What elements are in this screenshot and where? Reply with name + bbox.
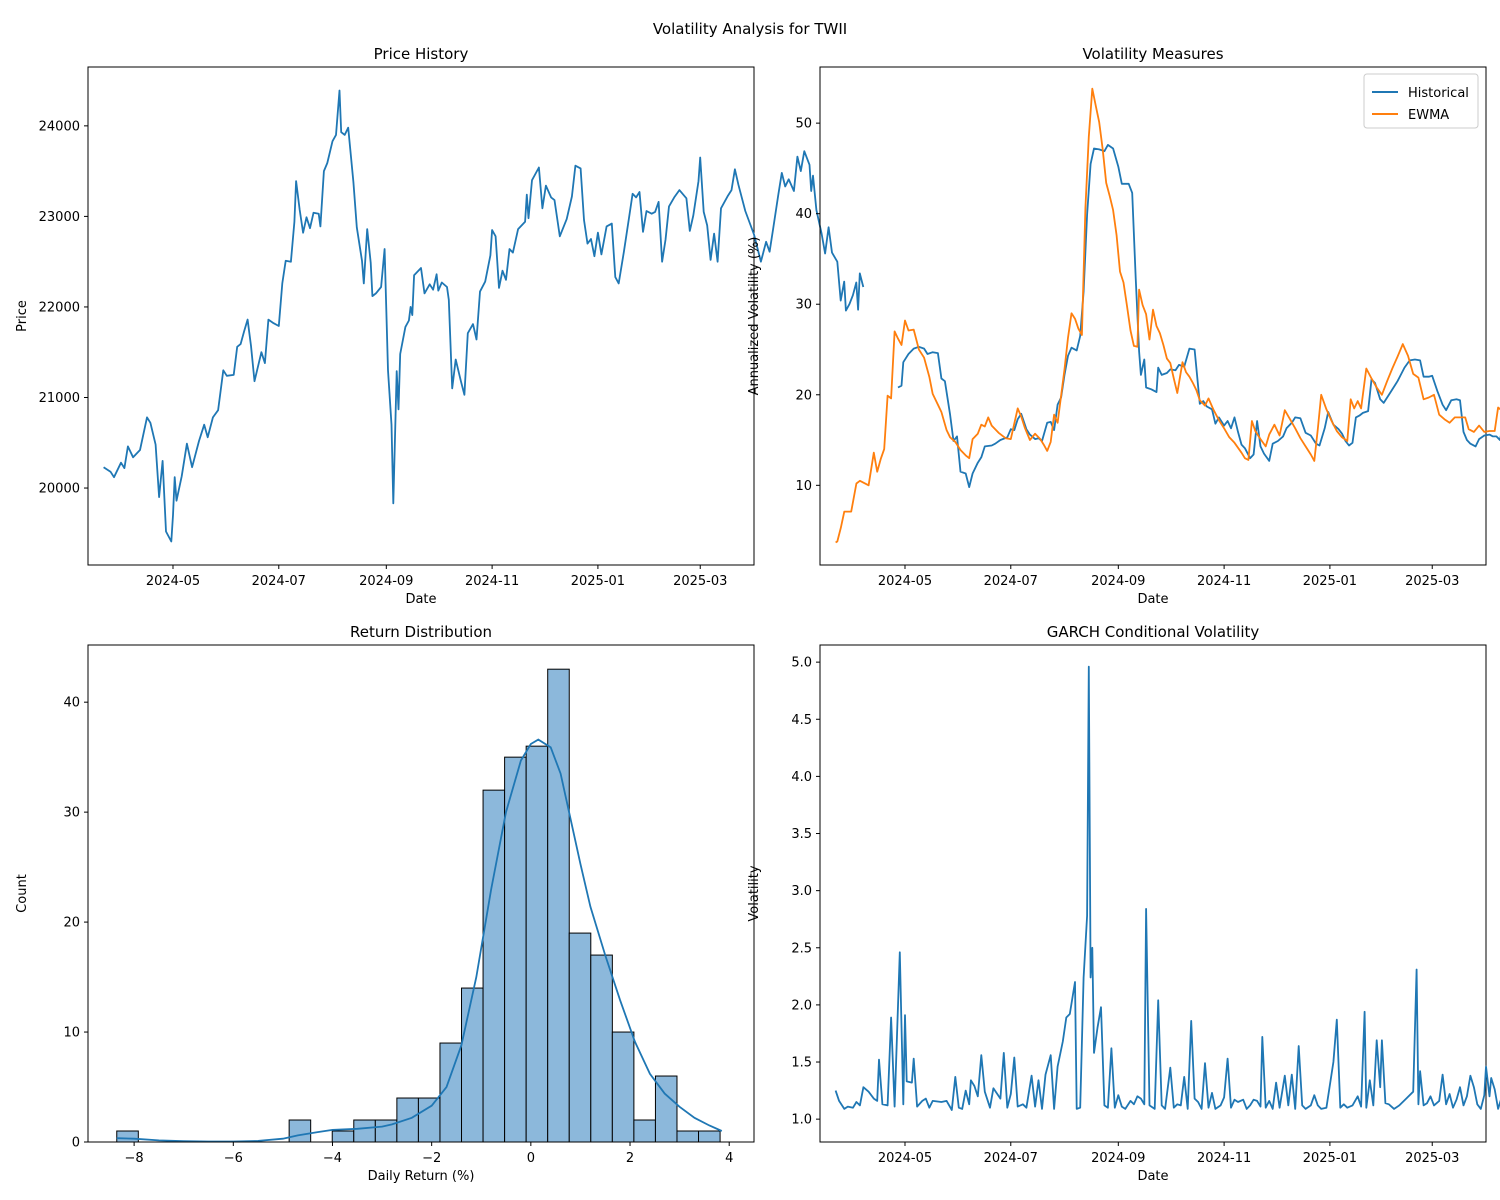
returns-y-tick-label: 40 (63, 696, 80, 711)
returns-x-tick-label: −8 (125, 1151, 144, 1166)
returns-x-tick-label: 4 (725, 1151, 733, 1166)
returns-x-tick-label: 2 (626, 1151, 634, 1166)
volatility-x-tick-label: 2024-09 (1091, 574, 1145, 589)
volatility-x-tick-label: 2024-11 (1197, 574, 1251, 589)
price-x-tick-label: 2025-03 (673, 574, 727, 589)
histogram-bar (331, 1130, 355, 1143)
price-x-tick-label: 2024-07 (252, 574, 306, 589)
price-y-tick-label: 22000 (39, 300, 80, 315)
returns-x-tick-label: −4 (323, 1151, 342, 1166)
volatility-x-tick-label: 2024-05 (878, 574, 932, 589)
histogram-bar (590, 954, 613, 1143)
volatility-y-tick-label: 40 (795, 207, 812, 222)
price-x-tick-label: 2024-05 (146, 574, 200, 589)
garch-y-tick-label: 3.0 (791, 884, 812, 899)
garch-y-axis-label: Volatility (747, 865, 762, 921)
histogram-bar (288, 1119, 312, 1143)
volatility-y-tick-label: 10 (795, 479, 812, 494)
returns-y-tick-label: 30 (63, 806, 80, 821)
volatility-y-axis-label: Annualized Volatility (%) (747, 237, 762, 396)
garch-y-tick-label: 2.0 (791, 998, 812, 1013)
returns-y-tick-label: 0 (72, 1136, 80, 1151)
histogram-bar (568, 932, 592, 1143)
price-y-tick-label: 21000 (39, 391, 80, 406)
garch-y-tick-label: 1.0 (791, 1113, 812, 1128)
volatility-legend: Historical EWMA (1363, 73, 1479, 129)
price-y-tick-label: 24000 (39, 119, 80, 134)
histogram-bar (633, 1119, 656, 1143)
garch-y-tick-label: 1.5 (791, 1056, 812, 1071)
histogram-bar (353, 1119, 376, 1143)
returns-x-tick-label: 0 (527, 1151, 535, 1166)
garch-y-tick-label: 4.5 (791, 713, 812, 728)
figure-suptitle: Volatility Analysis for TWII (652, 20, 848, 38)
returns-axes-frame (87, 644, 755, 1143)
garch-y-tick-label: 3.5 (791, 827, 812, 842)
volatility-measures-panel: 2024-05 2024-07 2024-09 2024-11 2025-01 2025-… (747, 45, 1500, 607)
histogram-bar (676, 1130, 700, 1143)
returns-x-tick-label: −2 (422, 1151, 441, 1166)
garch-volatility-panel: 2024-05 2024-07 2024-09 2024-11 2025-01 2025-… (747, 623, 1500, 1184)
volatility-series-line-ewma (835, 87, 1500, 544)
price-y-tick-label: 23000 (39, 210, 80, 225)
price-history-panel: 2024-05 2024-07 2024-09 2024-11 2025-01 2025-… (15, 45, 865, 607)
garch-y-tick-label: 2.5 (791, 941, 812, 956)
histogram-bar (482, 789, 506, 1143)
histogram-bar (461, 987, 484, 1143)
volatility-y-tick-label: 50 (795, 117, 812, 132)
legend-label-ewma: EWMA (1408, 108, 1449, 123)
histogram-bar (417, 1097, 441, 1143)
legend-label-historical: Historical (1408, 86, 1469, 101)
garch-x-tick-label: 2025-01 (1303, 1151, 1357, 1166)
garch-x-tick-label: 2025-03 (1405, 1151, 1459, 1166)
price-x-tick-label: 2024-09 (359, 574, 413, 589)
price-x-axis-label: Date (405, 592, 436, 607)
garch-x-tick-label: 2024-11 (1197, 1151, 1251, 1166)
kde-curve (116, 738, 723, 1143)
volatility-x-tick-label: 2025-03 (1405, 574, 1459, 589)
price-x-tick-label: 2025-01 (571, 574, 625, 589)
garch-x-axis-label: Date (1137, 1169, 1168, 1184)
returns-y-tick-label: 20 (63, 916, 80, 931)
returns-y-tick-label: 10 (63, 1026, 80, 1041)
volatility-title: Volatility Measures (1082, 45, 1223, 63)
price-y-tick-label: 20000 (39, 482, 80, 497)
histogram-bar (547, 668, 570, 1143)
garch-series-line-0 (834, 665, 1500, 1111)
garch-axes-frame (819, 644, 1487, 1143)
returns-title: Return Distribution (350, 623, 492, 641)
volatility-y-tick-label: 20 (795, 388, 812, 403)
price-series-line-0 (103, 89, 865, 543)
volatility-x-axis-label: Date (1137, 592, 1168, 607)
returns-x-axis-label: Daily Return (%) (368, 1169, 475, 1184)
garch-y-tick-label: 4.0 (791, 770, 812, 785)
garch-x-tick-label: 2024-05 (878, 1151, 932, 1166)
returns-x-tick-label: −6 (224, 1151, 243, 1166)
histogram-bar (698, 1130, 721, 1143)
histogram-bar (611, 1031, 635, 1143)
histogram-bar (525, 745, 549, 1143)
price-axes-frame (87, 66, 755, 566)
price-y-axis-label: Price (15, 300, 30, 332)
returns-y-axis-label: Count (15, 874, 30, 913)
volatility-series-line-historical (897, 144, 1500, 488)
price-title: Price History (374, 45, 469, 63)
garch-y-tick-label: 5.0 (791, 656, 812, 671)
histogram-bar (504, 756, 527, 1143)
volatility-axes-frame (819, 66, 1487, 566)
garch-x-tick-label: 2024-07 (984, 1151, 1038, 1166)
volatility-x-tick-label: 2024-07 (984, 574, 1038, 589)
histogram-bar (116, 1130, 139, 1143)
price-x-tick-label: 2024-11 (465, 574, 519, 589)
garch-x-tick-label: 2024-09 (1091, 1151, 1145, 1166)
garch-title: GARCH Conditional Volatility (1047, 623, 1260, 641)
volatility-x-tick-label: 2025-01 (1303, 574, 1357, 589)
volatility-y-tick-label: 30 (795, 298, 812, 313)
